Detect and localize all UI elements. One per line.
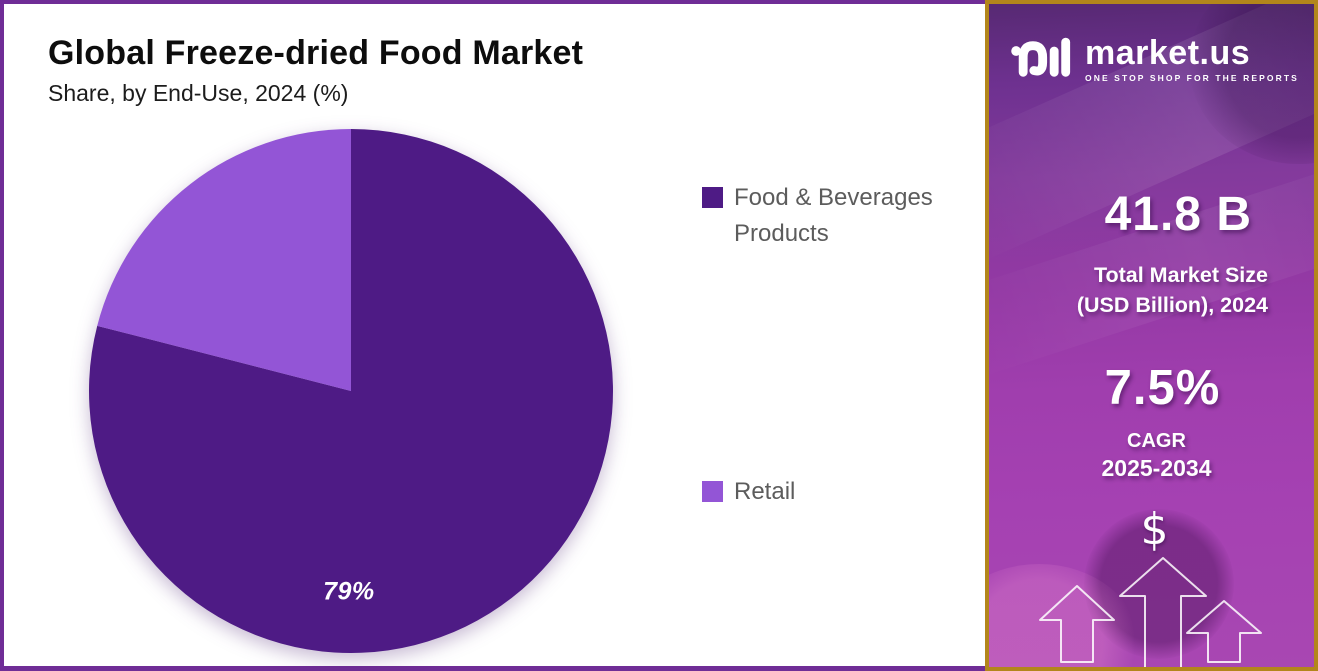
pie-slice-data-label: 79%	[323, 577, 375, 606]
market-size-label-line1: Total Market Size	[1093, 263, 1268, 287]
legend-swatch-icon	[702, 481, 723, 502]
pie-slice-0	[88, 129, 613, 653]
brand-sidebar: market.us ONE STOP SHOP FOR THE REPORTS …	[985, 0, 1318, 671]
chart-area: Global Freeze-dried Food Market Share, b…	[0, 0, 989, 671]
legend-swatch-icon	[702, 187, 723, 208]
dollar-icon: $	[1140, 504, 1169, 555]
market-size-value: 41.8 B	[1104, 188, 1252, 241]
chart-subtitle: Share, by End-Use, 2024 (%)	[48, 80, 349, 106]
cagr-value: 7.5%	[1104, 361, 1221, 415]
pie-slice-1	[97, 129, 351, 391]
cagr-label-line2: 2025-2034	[1101, 455, 1212, 481]
market-us-logo-icon	[1011, 37, 1071, 77]
brand-logo: market.us ONE STOP SHOP FOR THE REPORTS	[1009, 32, 1299, 86]
chart-title: Global Freeze-dried Food Market	[48, 34, 584, 72]
brand-tagline: ONE STOP SHOP FOR THE REPORTS	[1085, 72, 1299, 83]
pie-svg	[88, 129, 613, 653]
market-size-label-line2: (USD Billion), 2024	[1076, 293, 1268, 317]
market-size-label: Total Market Size (USD Billion), 2024	[1077, 260, 1268, 320]
brand-name: market.us	[1085, 33, 1251, 72]
legend-item-food-beverages: Food & Beverages Products	[702, 180, 970, 252]
cagr-label-line1: CAGR	[1127, 430, 1186, 452]
legend-label: Retail	[734, 478, 796, 505]
growth-arrows-icon	[1039, 557, 1262, 667]
legend-label: Food & Beverages Products	[734, 184, 933, 247]
brand-text: market.us ONE STOP SHOP FOR THE REPORTS	[1085, 36, 1299, 83]
pie-chart: 79%	[88, 128, 614, 654]
cagr-label: CAGR 2025-2034	[989, 428, 1314, 482]
legend-item-retail: Retail	[702, 474, 795, 510]
